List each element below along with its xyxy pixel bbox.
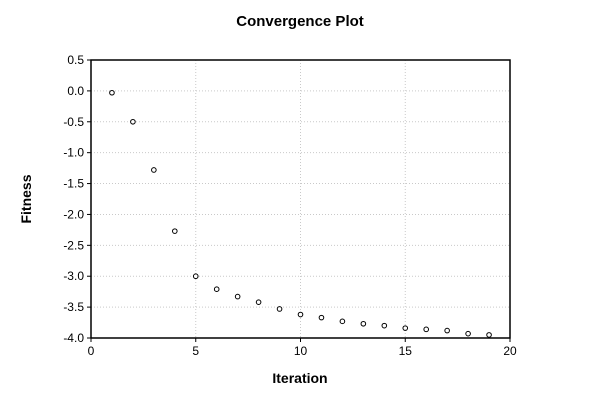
- data-point: [192, 273, 199, 280]
- y-tick-label: -2.5: [63, 238, 84, 252]
- data-point: [318, 314, 325, 321]
- y-tick-label: 0.0: [67, 84, 84, 98]
- data-point: [255, 299, 262, 305]
- data-point: [276, 306, 283, 312]
- x-axis-label: Iteration: [272, 370, 328, 386]
- y-tick-label: -3.0: [63, 269, 84, 283]
- data-point: [234, 293, 241, 300]
- data-point: [213, 286, 220, 292]
- y-tick-label: -0.5: [63, 115, 84, 129]
- y-tick-label: 0.5: [67, 53, 84, 67]
- y-tick-label: -3.5: [63, 300, 84, 314]
- x-tick-label: 20: [503, 344, 517, 358]
- data-point: [381, 322, 388, 329]
- x-tick-label: 0: [88, 344, 95, 358]
- y-tick-label: -4.0: [63, 331, 84, 345]
- data-point: [486, 332, 492, 338]
- data-point: [465, 330, 471, 337]
- x-tick-label: 15: [399, 344, 413, 358]
- data-point: [339, 318, 346, 325]
- data-point: [360, 320, 367, 327]
- y-tick-label: -1.0: [63, 146, 84, 160]
- data-point: [130, 118, 136, 125]
- data-point: [172, 228, 178, 234]
- data-point: [402, 325, 409, 331]
- data-point: [109, 89, 115, 96]
- data-point: [444, 327, 450, 334]
- y-tick-label: -1.5: [63, 177, 84, 191]
- chart-title: Convergence Plot: [236, 13, 364, 30]
- data-point: [151, 167, 157, 173]
- data-point: [423, 326, 430, 333]
- x-tick-label: 10: [294, 344, 308, 358]
- data-point: [297, 311, 304, 318]
- x-tick-label: 5: [192, 344, 199, 358]
- y-tick-label: -2.0: [63, 207, 84, 221]
